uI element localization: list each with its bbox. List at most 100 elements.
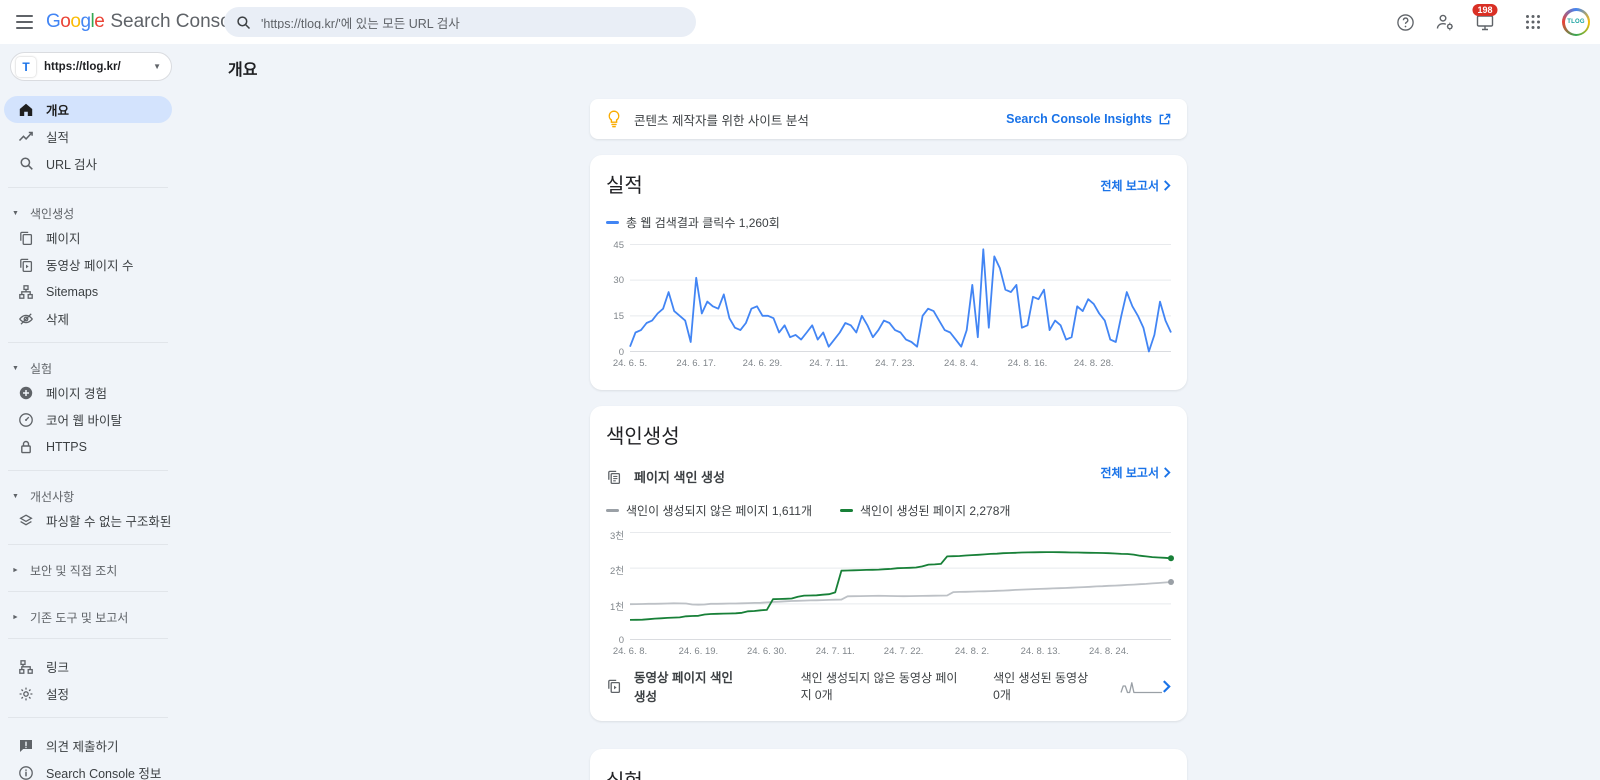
sidebar-item-indexing-section[interactable]: ▼ 색인생성 [0,202,176,224]
y-axis-tick: 30 [613,275,624,287]
url-inspection-searchbox[interactable] [224,7,696,37]
page-experience-icon [18,385,34,401]
caret-down-icon: ▼ [12,364,19,372]
caret-down-icon: ▼ [12,209,19,217]
video-pages-icon [18,257,34,273]
topbar-actions: 198 TLOG [1394,0,1590,44]
x-axis-tick: 24. 8. 13. [1020,646,1061,657]
logo-letter: e [94,11,105,32]
performance-card: 실적 전체 보고서 총 웹 검색결과 클릭수 1,260회 0 15 30 45 24.… [590,155,1187,390]
chevron-right-icon[interactable] [1162,679,1171,693]
external-link-icon [1158,113,1171,126]
sidebar-item-label: Search Console 정보 [46,767,162,780]
sidebar-item-overview[interactable]: 개요 [4,96,172,123]
user-settings-icon[interactable] [1434,11,1456,33]
sidebar-item-core-web-vitals[interactable]: 코어 웹 바이탈 [0,406,176,433]
sidebar-item-unparsable-structured-data[interactable]: 파싱할 수 없는 구조화된 ... [0,507,176,534]
sidebar-item-url-inspection[interactable]: URL 검사 [0,150,176,177]
property-selector[interactable]: T https://tlog.kr/ ▼ [10,52,172,81]
y-axis-tick: 3천 [609,530,624,542]
sidebar-divider [8,342,168,343]
sidebar-item-pages[interactable]: 페이지 [0,224,176,251]
performance-full-report-link[interactable]: 전체 보고서 [1100,177,1171,194]
sidebar-item-label: 설정 [46,688,70,702]
x-axis-tick: 24. 8. 24. [1089,646,1129,657]
legend-dash-gray [606,508,619,513]
sidebar-item-label: 개선사항 [30,489,75,504]
app-logo: Google Search Console [46,11,246,33]
sidebar-item-enhancements-section[interactable]: ▼ 개선사항 [0,485,176,507]
video-pages-icon [606,678,622,694]
video-indexing-label: 동영상 페이지 색인 생성 [634,671,733,704]
experiment-title: 실험 [606,765,1171,780]
sidebar-item-settings[interactable]: 설정 [0,680,176,707]
sidebar-item-label: 삭제 [46,313,70,327]
apps-grid-icon[interactable] [1522,11,1544,33]
caret-right-icon: ► [12,566,19,574]
avatar[interactable]: TLOG [1562,8,1590,36]
insights-link[interactable]: Search Console Insights [1006,112,1171,126]
notification-badge: 198 [1472,4,1498,16]
indexing-full-report-link[interactable]: 전체 보고서 [1100,464,1171,481]
sidebar-item-experience-section[interactable]: ▼ 실험 [0,357,176,379]
gauge-icon [18,412,34,428]
video-indexing-row[interactable]: 동영상 페이지 색인 생성 색인 생성되지 않은 동영상 페이지 0개 색인 생… [606,671,1171,704]
sidebar-item-label: 개요 [46,104,70,118]
indexed-legend-label: 색인이 생성된 페이지 2,278개 [860,504,1011,518]
sidebar-item-label: 의견 제출하기 [46,740,119,754]
page-indexing-chart: 0 1천 2천 3천 24. 6. 8. 24. 6. 19. 24. 6. 30. 24. … [606,530,1174,658]
top-app-bar: Google Search Console [0,0,1600,44]
clicks-legend-label: 총 웹 검색결과 클릭수 1,260회 [626,216,780,230]
x-axis-tick: 24. 7. 22. [883,646,924,657]
x-axis-tick: 24. 6. 8. [612,646,648,657]
gear-icon [18,686,34,702]
sidebar-item-label: 실험 [30,361,53,376]
caret-right-icon: ► [12,613,19,621]
y-axis-tick: 0 [618,346,624,358]
sidebar-item-label: 파싱할 수 없는 구조화된 ... [46,515,176,529]
sidebar-item-video-pages[interactable]: 동영상 페이지 수 [0,251,176,278]
not-indexed-legend: 색인이 생성되지 않은 페이지 1,611개 [606,502,812,519]
x-axis-tick: 24. 6. 19. [678,646,719,657]
x-axis-tick: 24. 8. 4. [944,358,979,369]
sidebar-item-legacy-tools-section[interactable]: ► 기존 도구 및 보고서 [0,606,176,628]
messages-icon[interactable]: 198 [1472,4,1498,33]
sidebar-item-https[interactable]: HTTPS [0,433,176,460]
sidebar-item-page-experience[interactable]: 페이지 경험 [0,379,176,406]
experiment-card: 실험 [590,749,1187,780]
sidebar-item-about[interactable]: Search Console 정보 [0,759,176,780]
layers-icon [18,513,34,529]
video-not-indexed-count: 색인 생성되지 않은 동영상 페이지 0개 [800,671,958,702]
search-icon [18,156,34,172]
insights-link-label: Search Console Insights [1006,112,1152,126]
links-icon [18,659,34,675]
sidebar-item-security-actions-section[interactable]: ► 보안 및 직접 조치 [0,559,176,581]
y-axis-tick: 0 [618,634,624,646]
chevron-right-icon [1164,180,1171,191]
logo-letter: g [80,11,91,32]
menu-icon[interactable] [4,2,44,42]
report-link-label: 전체 보고서 [1100,179,1159,193]
not-indexed-legend-label: 색인이 생성되지 않은 페이지 1,611개 [626,504,812,518]
sidebar-divider [8,638,168,639]
sidebar-item-links[interactable]: 링크 [0,653,176,680]
performance-title: 실적 [606,175,643,197]
x-axis-tick: 24. 7. 23. [875,358,915,369]
lock-icon [18,439,34,455]
sidebar-item-sitemaps[interactable]: Sitemaps [0,278,176,305]
home-icon [18,102,34,118]
help-icon[interactable] [1394,11,1416,33]
x-axis-tick: 24. 6. 29. [742,358,783,369]
sidebar-item-label: 페이지 [46,232,81,246]
x-axis-tick: 24. 7. 11. [815,646,855,657]
search-input[interactable] [261,15,684,29]
sidebar-item-performance[interactable]: 실적 [0,123,176,150]
info-icon [18,765,34,780]
indexed-legend: 색인이 생성된 페이지 2,278개 [840,502,1010,519]
report-link-label: 전체 보고서 [1100,466,1159,480]
performance-icon [18,129,34,145]
sidebar-item-removals[interactable]: 삭제 [0,305,176,332]
sidebar-item-feedback[interactable]: 의견 제출하기 [0,732,176,759]
